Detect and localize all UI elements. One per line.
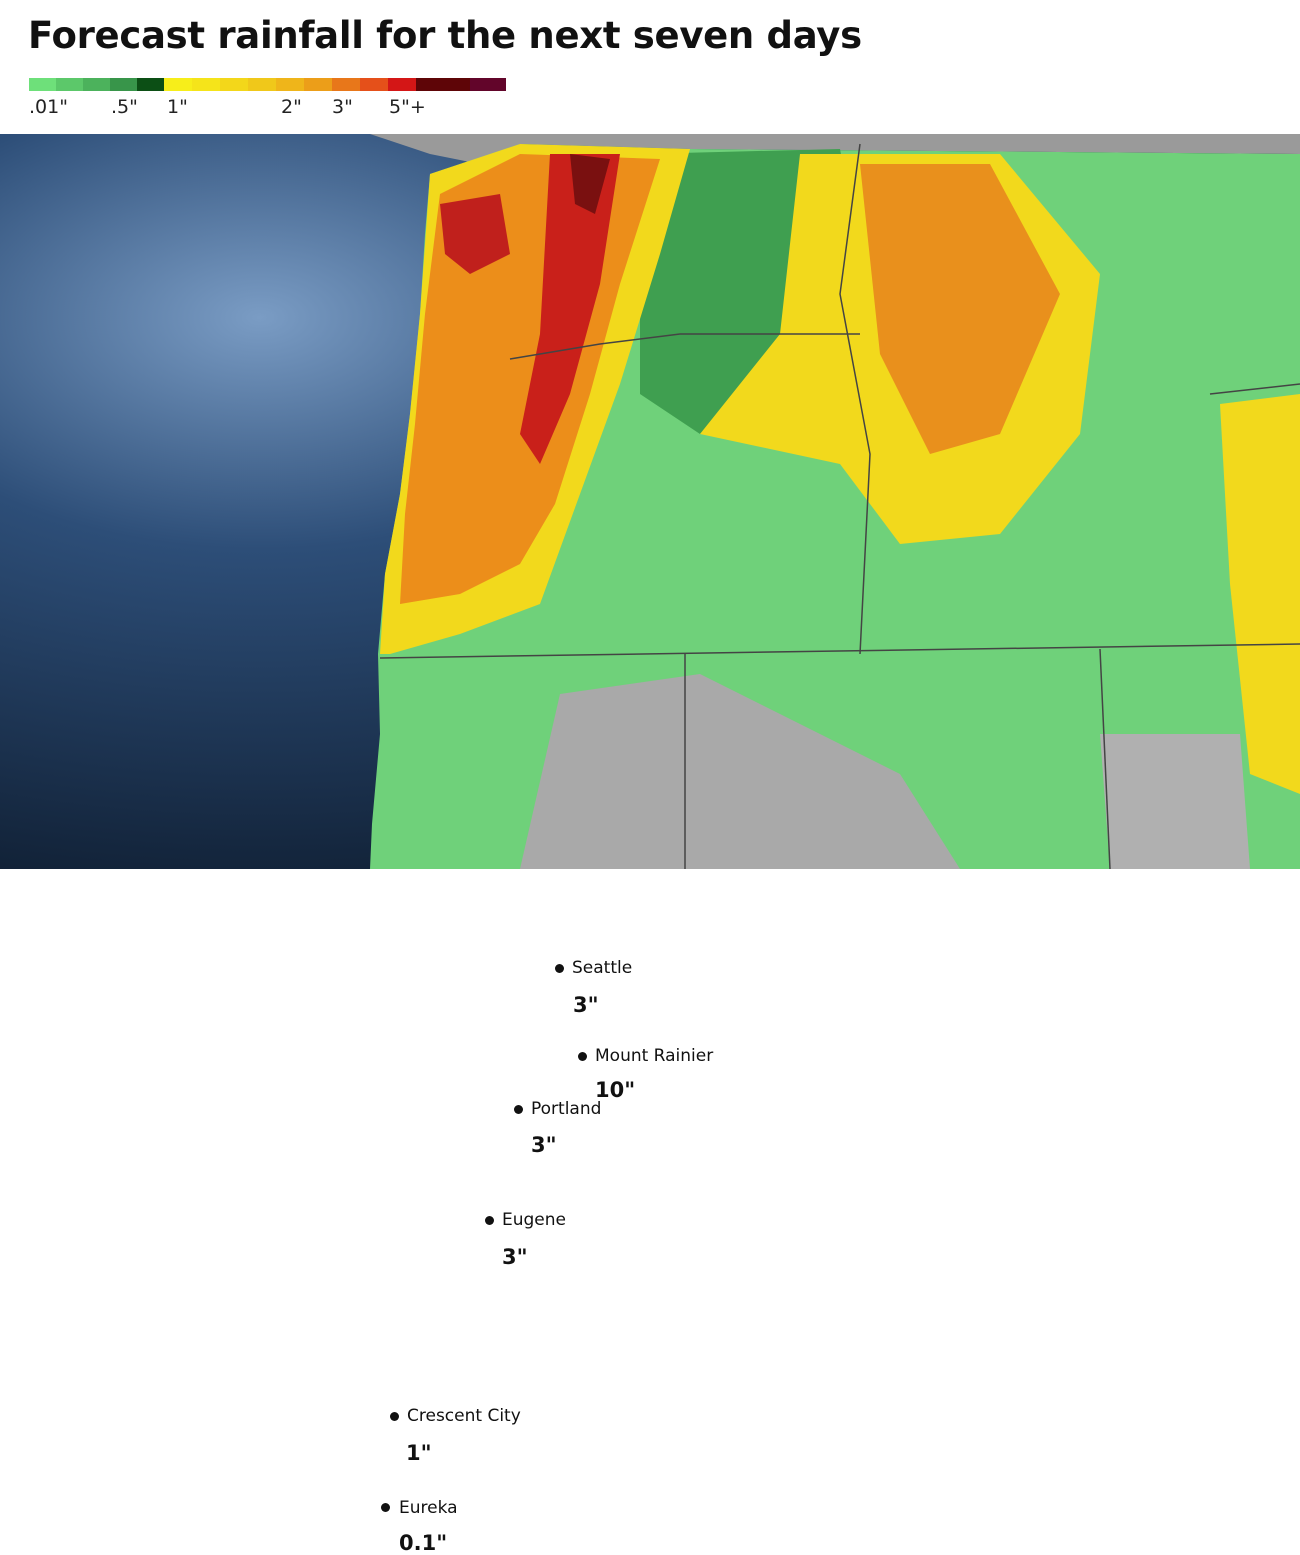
legend-swatch [137,78,164,91]
legend-swatch [470,78,506,91]
legend-swatch [56,78,83,91]
legend-swatch [29,78,56,91]
city-name: Crescent City [402,1405,526,1427]
rain-amount: 3" [569,993,603,1017]
rain-amount: 0.1" [395,1531,452,1555]
state-borders [379,143,1300,870]
red-zone [520,154,620,464]
rainfall-legend-bar [29,78,506,91]
canada-land [370,134,1300,164]
legend-swatch [276,78,304,91]
legend-swatch [83,78,110,91]
city-dot [514,1105,523,1114]
map-graphic [0,134,1300,870]
city-name: Eugene [497,1209,571,1231]
city-name: Portland [526,1098,607,1120]
border-line [379,643,1300,659]
city-dot [381,1503,390,1512]
legend-swatch [220,78,248,91]
map-title: Forecast rainfall for the next seven day… [28,14,862,57]
city-dot [485,1216,494,1225]
yellow-zone-east [1220,394,1300,794]
legend-swatch [192,78,220,91]
city-dot [390,1412,399,1421]
border-line [1209,383,1300,395]
city-name: Seattle [567,957,638,979]
rain-amount: 3" [527,1133,561,1157]
legend-swatch [164,78,192,91]
rain-amount: 1" [402,1441,436,1465]
legend-label: 5"+ [389,96,426,118]
city-name: Mount Rainier [590,1045,719,1067]
legend-swatch [416,78,470,91]
legend-swatch [388,78,416,91]
maroon-zone [570,154,610,214]
border-line [509,333,860,360]
rainfall-legend-labels: .01" .5" 1" 2" 3" 5"+ [29,96,529,120]
legend-swatch [304,78,332,91]
legend-label: 1" [167,96,188,118]
red-zone-olympics [440,194,510,274]
legend-swatch [248,78,276,91]
orange-zone-idaho [860,164,1060,454]
border-line [1099,648,1111,870]
legend-label: 2" [281,96,302,118]
legend-swatch [360,78,388,91]
utah-dry-area [1100,734,1250,869]
legend-label: 3" [332,96,353,118]
city-dot [555,964,564,973]
legend-label: .5" [111,96,138,118]
rainfall-map: Seattle 3" Mount Rainier 10" Portland 3"… [0,134,1300,1555]
rain-amount: 3" [498,1245,532,1269]
border-line [839,143,871,655]
nevada-dry-area [520,674,960,869]
city-name: Eureka [394,1497,463,1519]
city-dot [578,1052,587,1061]
legend-swatch [332,78,360,91]
legend-swatch [110,78,137,91]
legend-label: .01" [29,96,68,118]
